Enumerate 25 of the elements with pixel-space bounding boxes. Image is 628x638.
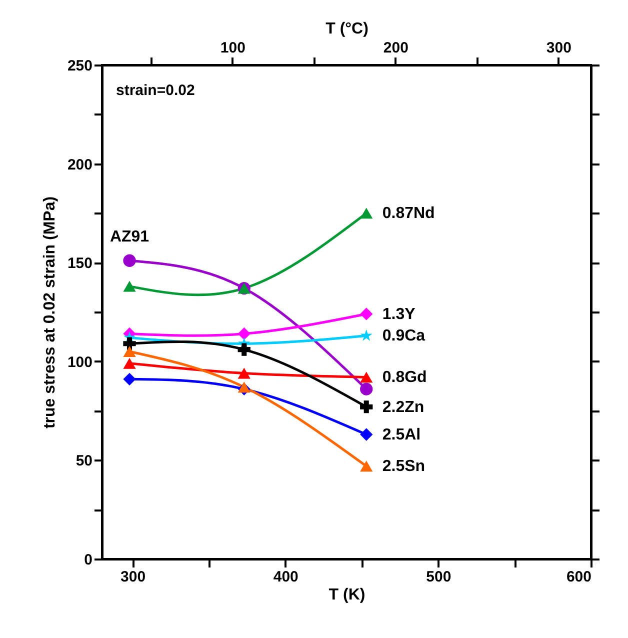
x-tick-label: 500 bbox=[426, 568, 452, 586]
y-tick-label: 150 bbox=[67, 255, 92, 272]
x2-axis-title: T (°C) bbox=[326, 20, 368, 38]
series-label: 1.3Y bbox=[382, 306, 416, 323]
x2-tick-label: 200 bbox=[383, 40, 408, 56]
x-tick-label: 300 bbox=[120, 568, 146, 586]
x-axis-title: T (K) bbox=[328, 586, 366, 604]
y-tick-label: 250 bbox=[67, 58, 92, 74]
x-tick-label: 600 bbox=[566, 568, 592, 586]
series-label: AZ91 bbox=[110, 228, 150, 246]
series-label: 0.8Gd bbox=[382, 369, 427, 386]
y-tick-label: 50 bbox=[76, 452, 92, 470]
x2-tick-label: 300 bbox=[546, 40, 572, 56]
y-tick-label: 200 bbox=[67, 156, 92, 174]
y-tick-label: 100 bbox=[67, 354, 92, 371]
series-label: 2.5Al bbox=[382, 426, 421, 444]
series-label: 2.5Sn bbox=[382, 458, 426, 476]
series-label: 2.2Zn bbox=[382, 398, 424, 416]
series-label: 0.87Nd bbox=[382, 205, 435, 222]
x2-tick-label: 100 bbox=[220, 40, 246, 56]
annotation: strain=0.02 bbox=[116, 82, 195, 99]
x-tick-label: 400 bbox=[273, 568, 298, 586]
y-tick-label: 0 bbox=[84, 552, 92, 568]
series-label: 0.9Ca bbox=[382, 328, 426, 345]
y-axis-title: true stress at 0.02 strain (MPa) bbox=[41, 196, 58, 429]
